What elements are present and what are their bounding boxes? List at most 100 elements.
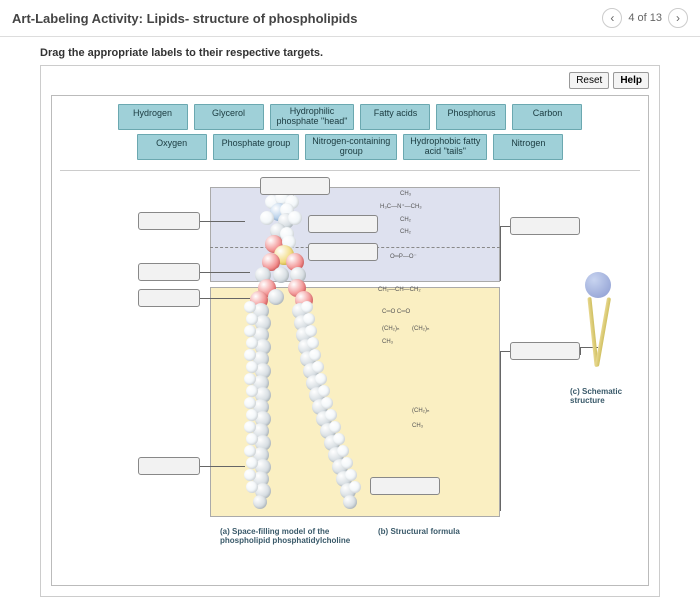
atom <box>341 457 353 469</box>
chem-ch3: CH₃ <box>382 339 393 345</box>
label-row-1: HydrogenGlycerolHydrophilic phosphate "h… <box>60 104 640 130</box>
caption-b: (b) Structural formula <box>378 527 460 536</box>
chem-co: C═O C═O <box>382 309 410 315</box>
drop-target[interactable] <box>138 263 200 281</box>
drop-target[interactable] <box>138 289 200 307</box>
drop-target[interactable] <box>370 477 440 495</box>
chem-nch3: H₃C—N⁺—CH₃ <box>380 203 422 210</box>
drag-label[interactable]: Glycerol <box>194 104 264 130</box>
leader-line <box>500 351 501 511</box>
drop-target[interactable] <box>308 243 378 261</box>
diagram-area: CH₃ H₃C—N⁺—CH₃ CH₂ CH₂ O═P—O⁻ CH₂—CH—CH₂… <box>60 177 640 577</box>
atom <box>325 409 337 421</box>
drop-target[interactable] <box>510 342 580 360</box>
atom <box>244 349 256 361</box>
chem-chain: (CH₂)ₙ <box>412 325 429 332</box>
atom <box>349 481 361 493</box>
atom <box>244 325 256 337</box>
drop-target[interactable] <box>138 457 200 475</box>
label-row-2: OxygenPhosphate groupNitrogen-containing… <box>60 134 640 160</box>
activity-panel: Reset Help HydrogenGlycerolHydrophilic p… <box>40 65 660 597</box>
atom <box>329 421 341 433</box>
head-zone <box>210 187 500 282</box>
atom <box>244 373 256 385</box>
label-bank: HydrogenGlycerolHydrophilic phosphate "h… <box>60 104 640 171</box>
atom <box>246 457 258 469</box>
toolbar: Reset Help <box>51 72 649 89</box>
chem-ch2: CH₂ <box>400 217 411 223</box>
chem-ch2: CH₂ <box>400 229 411 235</box>
drag-label[interactable]: Fatty acids <box>360 104 430 130</box>
atom <box>246 313 258 325</box>
caption-c: (c) Schematic structure <box>570 387 640 405</box>
atom <box>337 445 349 457</box>
drag-label[interactable]: Hydrogen <box>118 104 188 130</box>
atom <box>318 385 330 397</box>
chem-ch3: CH₃ <box>400 191 411 197</box>
drop-target[interactable] <box>260 177 330 195</box>
next-button[interactable]: › <box>668 8 688 28</box>
atom <box>309 349 321 361</box>
caption-a: (a) Space-filling model of the phospholi… <box>220 527 360 545</box>
chem-po: O═P—O⁻ <box>390 253 417 260</box>
drag-label[interactable]: Nitrogen <box>493 134 563 160</box>
drag-label[interactable]: Phosphorus <box>436 104 506 130</box>
atom <box>244 421 256 433</box>
chem-chain: (CH₂)ₙ <box>382 325 399 332</box>
schematic-head <box>585 272 611 298</box>
instruction-text: Drag the appropriate labels to their res… <box>0 37 700 65</box>
atom <box>246 409 258 421</box>
drag-label[interactable]: Hydrophilic phosphate "head" <box>270 104 355 130</box>
drop-target[interactable] <box>308 215 378 233</box>
atom <box>305 325 317 337</box>
reset-button[interactable]: Reset <box>569 72 609 89</box>
atom <box>321 397 333 409</box>
atom <box>244 469 256 481</box>
help-button[interactable]: Help <box>613 72 649 89</box>
page-position: 4 of 13 <box>628 12 662 24</box>
chem-glyc: CH₂—CH—CH₂ <box>378 287 421 293</box>
leader-line <box>580 347 581 355</box>
atom <box>244 301 256 313</box>
atom <box>246 385 258 397</box>
atom <box>288 211 302 225</box>
atom <box>315 373 327 385</box>
drop-target[interactable] <box>138 212 200 230</box>
drag-label[interactable]: Hydrophobic fatty acid "tails" <box>403 134 487 160</box>
atom <box>246 433 258 445</box>
drag-label[interactable]: Nitrogen-containing group <box>305 134 397 160</box>
atom <box>246 481 258 493</box>
chem-ch3: CH₃ <box>412 423 423 429</box>
atom <box>246 361 258 373</box>
leader-line <box>200 466 245 467</box>
leader-line <box>200 272 250 273</box>
leader-line <box>500 226 501 281</box>
page-title: Art-Labeling Activity: Lipids- structure… <box>12 11 357 26</box>
atom <box>307 337 319 349</box>
atom <box>273 267 289 283</box>
atom <box>333 433 345 445</box>
atom <box>253 495 267 509</box>
atom <box>301 301 313 313</box>
atom <box>312 361 324 373</box>
inner-frame: HydrogenGlycerolHydrophilic phosphate "h… <box>51 95 649 586</box>
leader-line <box>200 221 245 222</box>
drag-label[interactable]: Phosphate group <box>213 134 300 160</box>
drag-label[interactable]: Oxygen <box>137 134 207 160</box>
page-nav: ‹ 4 of 13 › <box>602 8 688 28</box>
atom <box>268 289 284 305</box>
atom <box>244 397 256 409</box>
atom <box>343 495 357 509</box>
atom <box>244 445 256 457</box>
atom <box>246 337 258 349</box>
atom <box>260 211 274 225</box>
chem-chain: (CH₂)ₙ <box>412 407 429 414</box>
atom <box>303 313 315 325</box>
atom <box>345 469 357 481</box>
page-header: Art-Labeling Activity: Lipids- structure… <box>0 0 700 37</box>
drag-label[interactable]: Carbon <box>512 104 582 130</box>
prev-button[interactable]: ‹ <box>602 8 622 28</box>
leader-line <box>200 298 250 299</box>
drop-target[interactable] <box>510 217 580 235</box>
schematic-tail <box>595 297 611 367</box>
